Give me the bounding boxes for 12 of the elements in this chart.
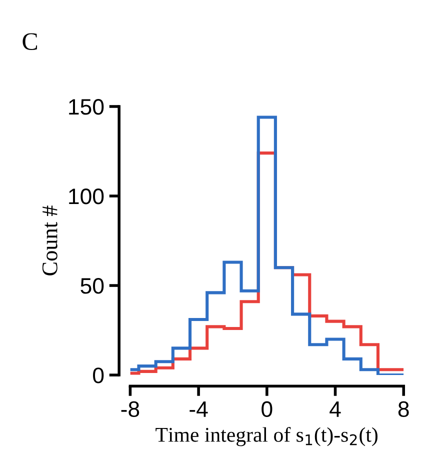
y-tick-label: 0 [93, 368, 104, 384]
x-tick-label: 8 [398, 401, 409, 418]
x-tick-label: 4 [330, 402, 341, 417]
chart-title: C [22, 33, 37, 50]
x-tick-label: -8 [121, 401, 140, 418]
y-tick-label: 100 [69, 188, 104, 204]
x-tick-label: -4 [190, 402, 208, 417]
y-axis-title: Count # [42, 206, 58, 276]
x-axis-title: Time integral of s$_{1}$(t)-s$_{2}$(t) [156, 426, 378, 446]
y-tick-label: 50 [80, 278, 104, 294]
x-tick-label: 0 [262, 401, 272, 418]
y-tick-label: 150 [69, 99, 104, 115]
